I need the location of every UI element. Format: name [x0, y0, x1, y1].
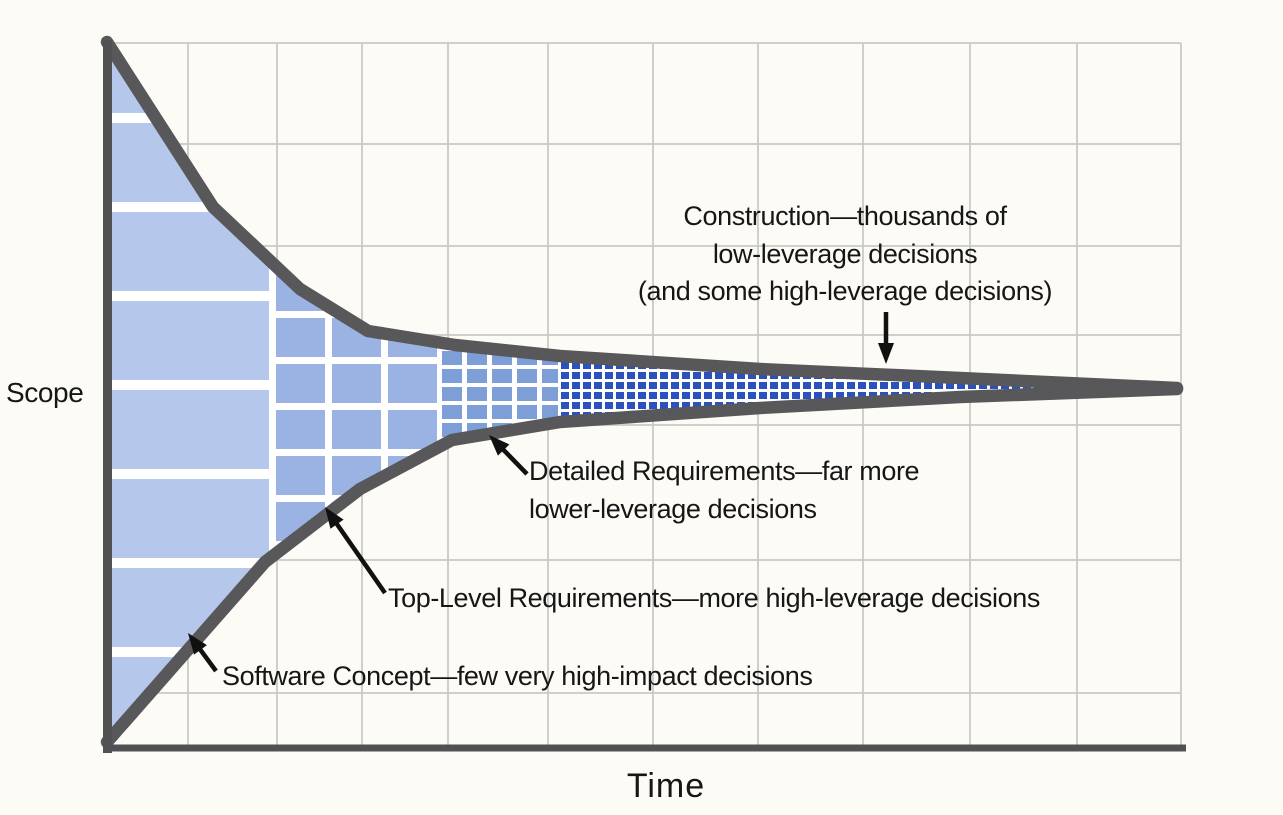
- annotation-top-level-requirements: Top-Level Requirements—more high-leverag…: [388, 583, 1040, 613]
- annotation-detailed-line2: lower-leverage decisions: [529, 493, 817, 524]
- annotation-construction-line3: (and some high-leverage decisions): [637, 276, 1053, 306]
- annotation-software-concept: Software Concept—few very high-impact de…: [222, 661, 813, 691]
- x-axis-label: Time: [626, 767, 706, 805]
- annotation-detailed-line1: Detailed Requirements—far more: [529, 456, 920, 486]
- annotation-construction-line1: Construction—thousands of: [683, 201, 1007, 231]
- annotation-construction-line2: low-leverage decisions: [712, 238, 978, 269]
- annotation-detailed-requirements: Detailed Requirements—far more lower-lev…: [529, 453, 920, 528]
- y-axis-label: Scope: [6, 377, 84, 408]
- annotation-construction: Construction—thousands of low-leverage d…: [575, 198, 1115, 311]
